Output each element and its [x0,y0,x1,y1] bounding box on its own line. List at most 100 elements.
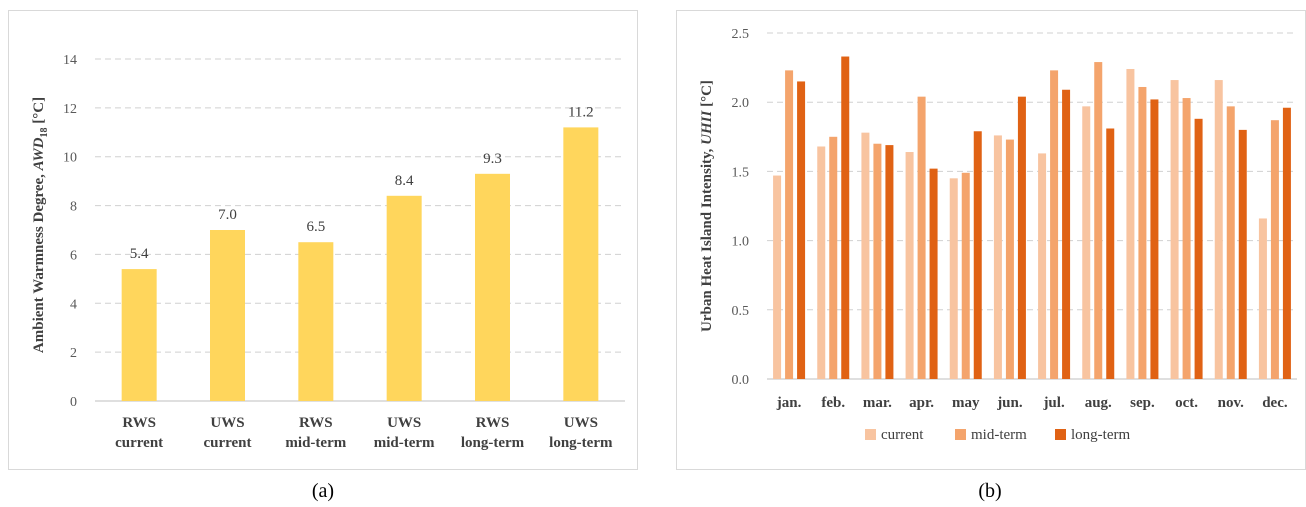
legend-swatch [955,429,966,440]
chart-panel-b: 0.0 0.5 1.0 1.5 2.0 2.5 jan. feb. mar. apr. may jun… [676,10,1306,470]
y-tick-label: 1.0 [732,235,750,250]
bar [210,230,245,401]
bar-long-term [841,56,850,379]
bar [475,173,510,401]
bar-long-term [1194,118,1203,380]
x-category-sublabel: long-term [549,435,613,451]
bar-mid-term [1182,98,1191,379]
bar-current [1126,68,1135,379]
bar-long-term [1106,128,1115,379]
chart-panel-a: 0 2 4 6 8 10 12 14 5.4 RWS current 7.0 UWS current 6.5… [8,10,638,470]
x-category-label: UWS [210,415,244,431]
x-category-sublabel: mid-term [285,435,346,451]
bar-long-term [885,145,894,379]
bar-current [1258,218,1267,379]
y-tick-label: 4 [70,297,77,312]
y-tick-label: 10 [63,151,77,166]
x-category-label: UWS [564,415,598,431]
bar-long-term [797,81,806,379]
bar-current [993,135,1002,379]
bar-long-term [1017,96,1026,379]
data-label: 6.5 [306,219,325,235]
legend-swatch [1055,429,1066,440]
bar-mid-term [829,136,838,379]
x-category-label: RWS [122,415,156,431]
y-tick-label: 6 [70,248,77,263]
chart-a-svg: 0 2 4 6 8 10 12 14 5.4 RWS current 7.0 UWS current 6.5… [31,53,625,451]
data-label: 9.3 [483,151,502,167]
bar-mid-term [917,96,926,379]
legend-swatch [865,429,876,440]
bar-long-term [973,131,982,379]
bar-current [1170,80,1179,379]
y-tick-label: 1.5 [732,165,750,180]
bar-long-term [1238,129,1247,379]
y-axis-title: Urban Heat Island Intensity, UHII [°C] [699,80,715,332]
bar-current [861,132,870,379]
x-category-sublabel: current [115,435,163,451]
bar [386,195,422,401]
bar [121,269,157,401]
bar-mid-term [1005,139,1014,379]
bar-current [1038,153,1047,379]
bar-current [905,152,914,379]
x-category-sublabel: mid-term [374,435,435,451]
y-tick-label: 2 [70,346,77,361]
bar-mid-term [1270,120,1279,379]
bar-current [949,178,958,379]
x-category-label: sep. [1130,395,1155,411]
x-category-label: feb. [821,395,845,411]
x-category-label: RWS [476,415,510,431]
x-category-label: RWS [299,415,333,431]
bar-current [1082,106,1091,380]
y-tick-label: 0.5 [732,304,750,319]
x-category-label: may [952,395,980,411]
bar-mid-term [1138,86,1147,379]
bar [563,127,599,402]
bar-long-term [1150,99,1159,379]
bar-mid-term [1094,62,1103,380]
x-category-sublabel: long-term [461,435,525,451]
data-label: 8.4 [395,173,414,189]
bar [298,242,334,401]
x-category-label: mar. [863,395,892,411]
x-category-label: dec. [1262,395,1288,411]
x-category-label: jul. [1042,395,1065,411]
bar-current [817,146,826,379]
y-tick-label: 8 [70,200,77,215]
y-axis-title: Ambient Warmness Degree, AWD18 [°C] [31,97,50,353]
data-label: 5.4 [130,246,149,262]
bar-mid-term [873,143,882,379]
bar-mid-term [785,70,794,380]
data-label: 7.0 [218,207,237,223]
bar-long-term [929,168,938,379]
legend-label: current [881,427,924,443]
bar-current [1214,80,1223,379]
y-tick-label: 2.5 [732,27,750,42]
x-category-label: UWS [387,415,421,431]
bar-mid-term [961,172,970,379]
x-category-label: jan. [776,395,802,411]
bar-mid-term [1050,70,1059,380]
x-category-label: apr. [909,395,934,411]
legend-label: mid-term [971,427,1027,443]
chart-b-svg: 0.0 0.5 1.0 1.5 2.0 2.5 jan. feb. mar. apr. may jun… [699,27,1297,443]
y-tick-label: 12 [63,102,77,117]
y-tick-label: 0 [70,395,77,410]
x-category-label: jun. [996,395,1023,411]
x-category-label: oct. [1175,395,1198,411]
panel-label-b: (b) [978,480,1002,502]
legend-label: long-term [1071,427,1130,443]
bar-current [773,175,782,379]
x-category-sublabel: current [203,435,251,451]
bar-long-term [1062,89,1071,379]
y-tick-label: 2.0 [732,96,750,111]
x-category-label: aug. [1085,395,1112,411]
panel-label-a: (a) [311,480,335,502]
y-tick-label: 14 [63,53,77,68]
data-label: 11.2 [568,104,594,120]
x-category-label: nov. [1218,395,1245,411]
bar-mid-term [1226,106,1235,380]
y-tick-label: 0.0 [732,373,750,388]
bar-long-term [1282,107,1291,380]
